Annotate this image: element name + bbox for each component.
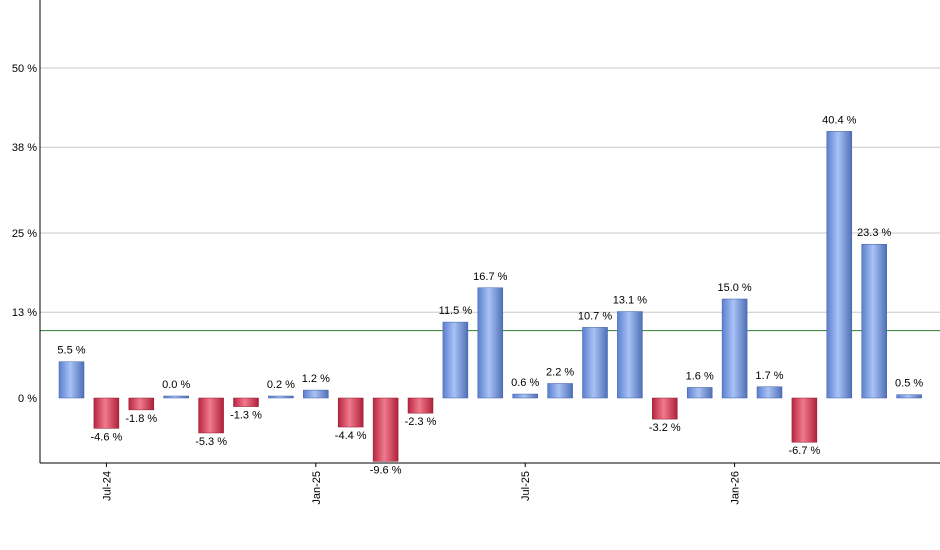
bar [617, 311, 643, 399]
data-label: -4.4 % [335, 430, 367, 442]
data-label: 1.6 % [686, 370, 714, 382]
data-label: 23.3 % [857, 227, 891, 239]
bar [756, 386, 783, 399]
data-label: 0.5 % [895, 378, 923, 390]
bar [268, 395, 294, 399]
data-label: 40.4 % [822, 114, 856, 126]
bar [652, 397, 678, 420]
data-label: -9.6 % [370, 464, 402, 476]
bar [582, 327, 608, 399]
bar [861, 243, 887, 399]
data-label: 13.1 % [613, 295, 647, 307]
data-label: 2.2 % [546, 366, 574, 378]
data-label: -1.8 % [125, 413, 157, 425]
bar [721, 298, 748, 399]
bar [826, 131, 853, 399]
x-tick-label: Jul-24 [101, 471, 113, 501]
data-label: -5.3 % [195, 436, 227, 448]
bar [477, 287, 504, 399]
data-label: -2.3 % [405, 416, 437, 428]
x-tick-label: Jan-26 [730, 471, 742, 505]
data-label: 1.7 % [755, 370, 783, 382]
bar [233, 397, 259, 407]
data-label: -3.2 % [649, 422, 681, 434]
data-label: 5.5 % [57, 345, 85, 357]
data-label: 0.2 % [267, 379, 295, 391]
bar [896, 394, 922, 399]
bar [303, 389, 329, 399]
data-label: -1.3 % [230, 410, 262, 422]
bar [512, 393, 538, 399]
bar [163, 395, 189, 399]
bar [791, 397, 818, 443]
data-label: 0.6 % [511, 377, 539, 389]
y-tick-label: 13 % [12, 307, 37, 319]
bar [442, 321, 469, 399]
bar [337, 397, 364, 428]
bar [93, 397, 120, 429]
data-label: 16.7 % [473, 271, 507, 283]
y-tick-label: 38 % [12, 142, 37, 154]
bar [547, 383, 573, 399]
bar [407, 397, 434, 414]
bar [372, 397, 399, 462]
data-label: 11.5 % [439, 305, 473, 317]
x-tick-label: Jul-25 [520, 471, 532, 501]
y-tick-label: 50 % [12, 63, 37, 75]
bar [198, 397, 224, 434]
bar [128, 397, 155, 411]
y-tick-label: 25 % [12, 228, 37, 240]
data-label: 10.7 % [578, 310, 612, 322]
y-tick-label: 0 % [18, 393, 37, 405]
data-label: -4.6 % [91, 431, 123, 443]
data-label: -6.7 % [789, 445, 821, 457]
data-label: 0.0 % [162, 379, 190, 391]
bar [686, 387, 713, 399]
data-label: 1.2 % [302, 373, 330, 385]
bar [58, 361, 85, 399]
x-tick-label: Jan-25 [311, 471, 323, 505]
data-label: 15.0 % [717, 282, 751, 294]
